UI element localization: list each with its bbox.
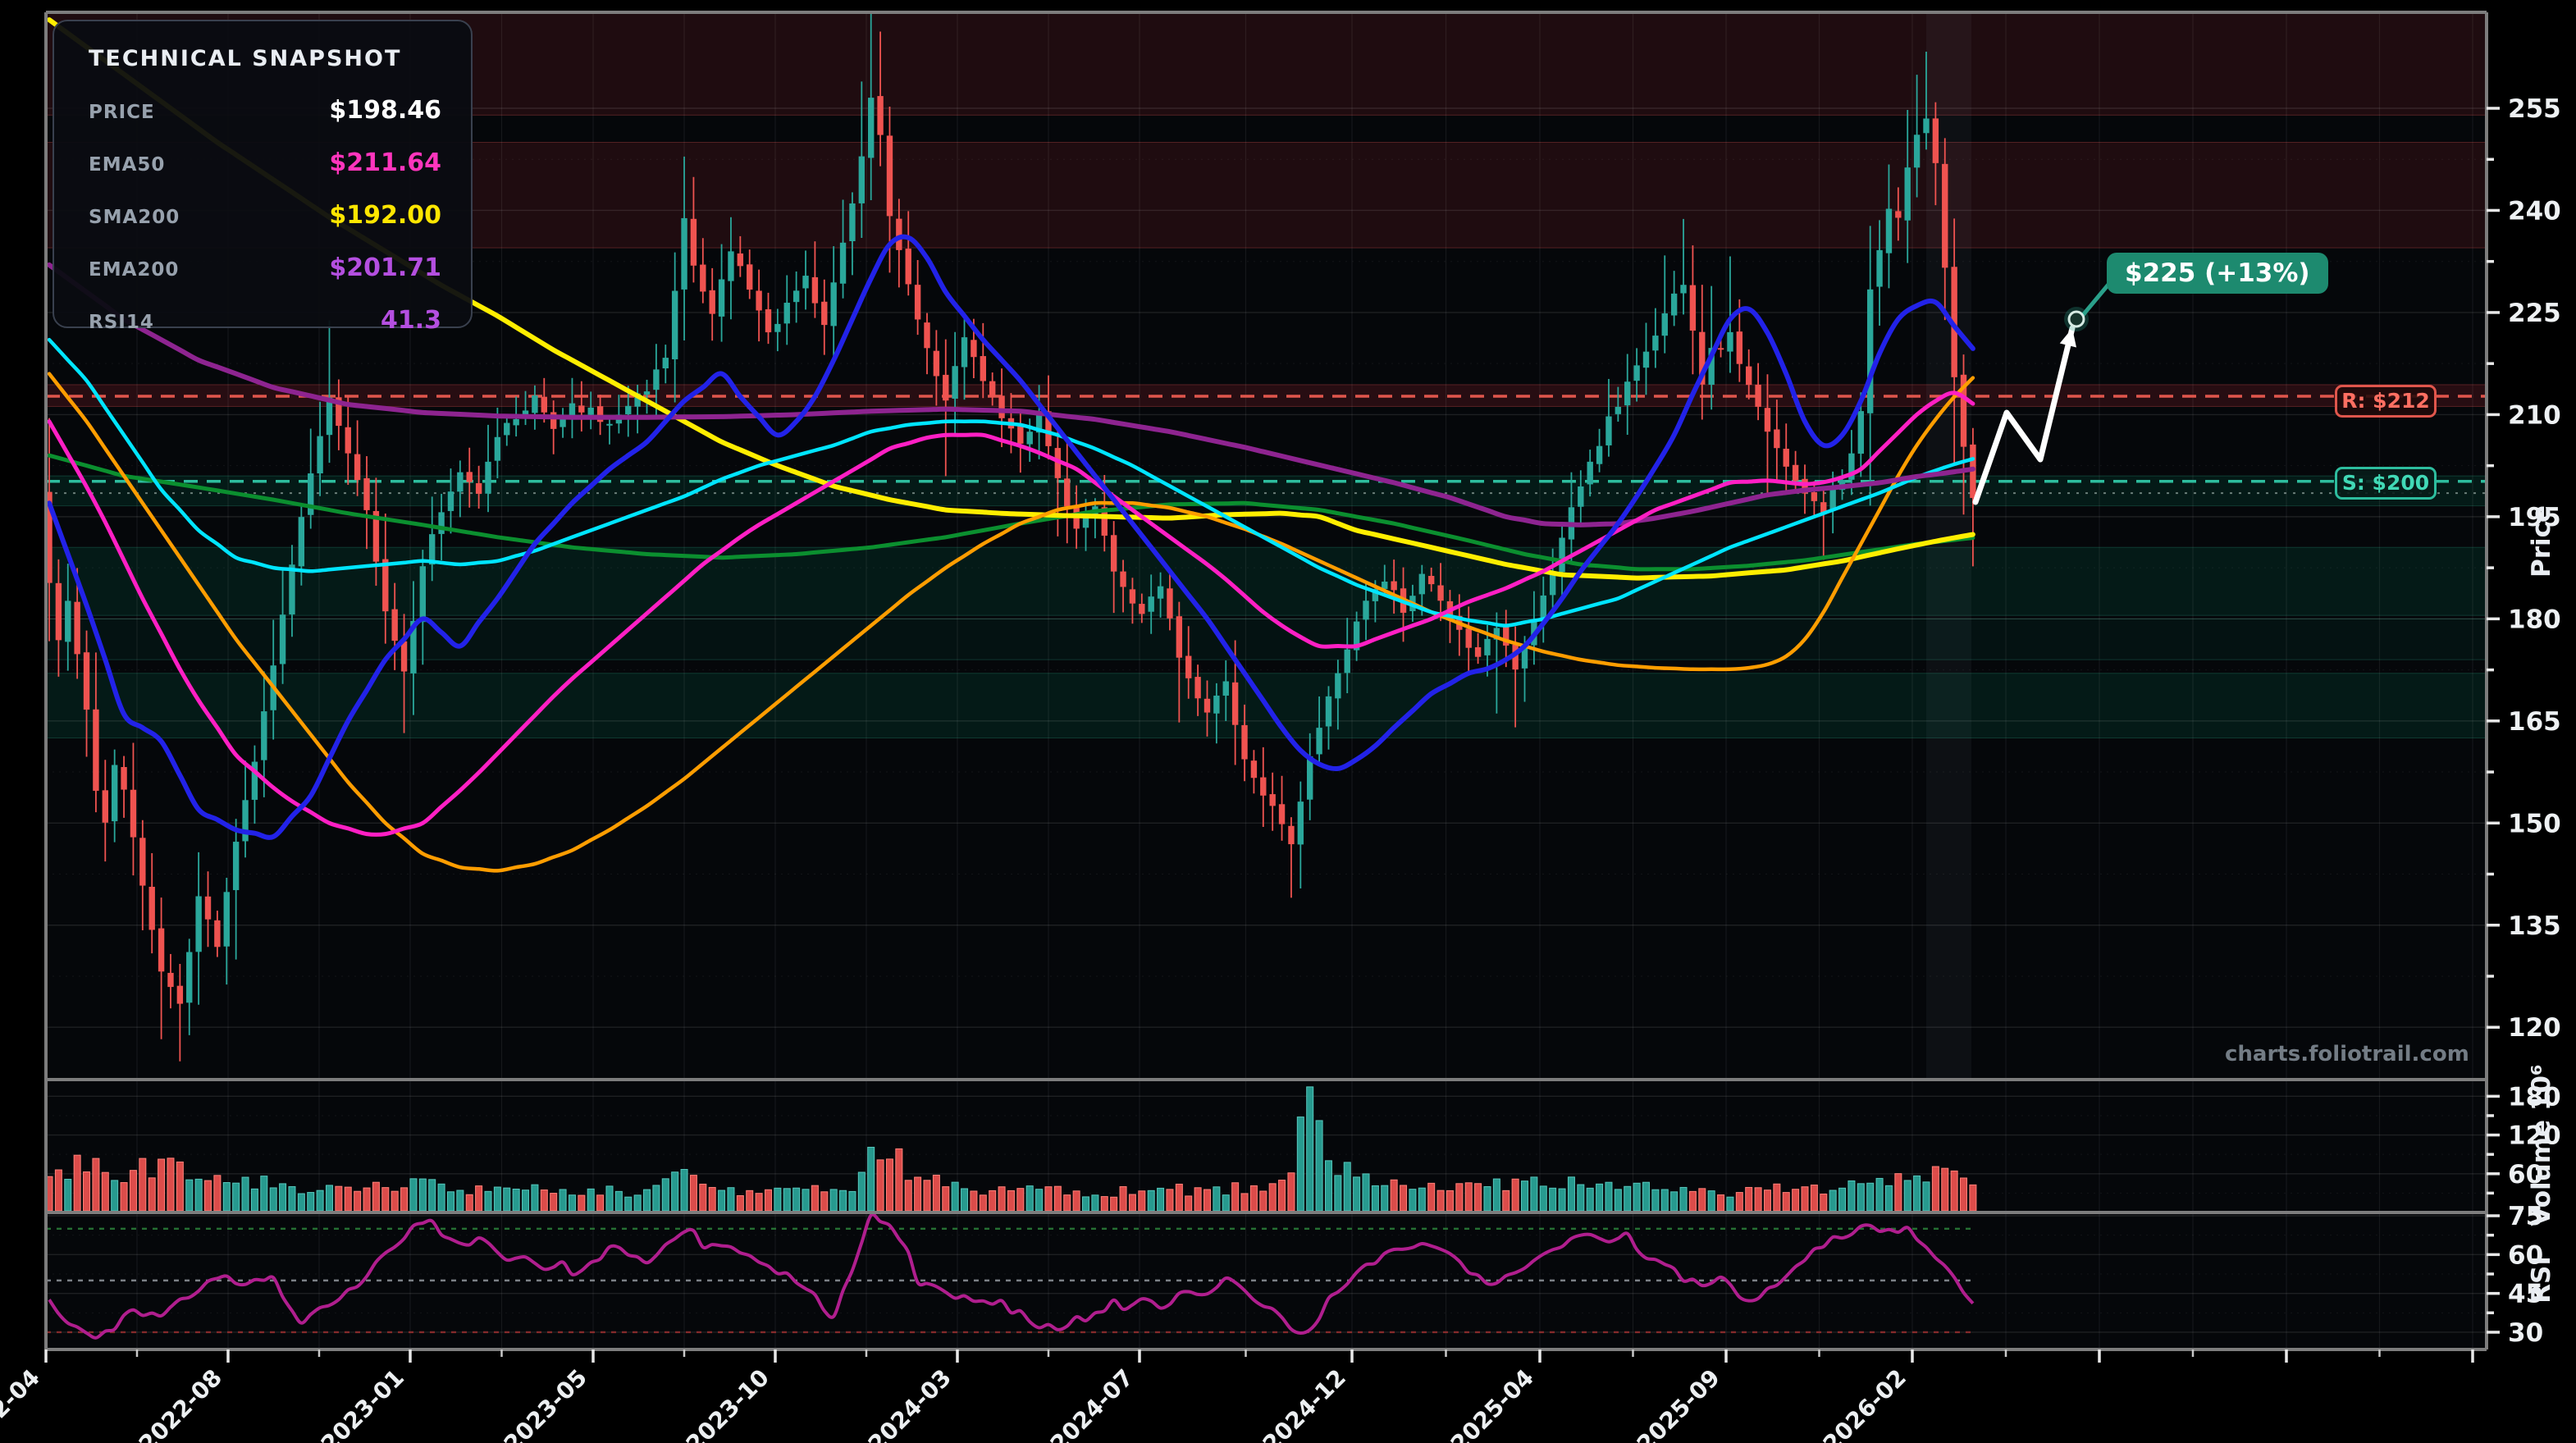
rsi-line [48,1212,1975,1340]
x-tick-label: 2023-01 [316,1364,409,1443]
rsi-tick-label: 45 [2508,1280,2543,1309]
snapshot-row-price: PRICE $198.46 [89,96,441,125]
projection-arrow [1972,325,2076,505]
x-tick-label: 2025-09 [1632,1364,1725,1443]
x-tick-label: 2023-10 [681,1364,774,1443]
snapshot-value: $192.00 [329,201,441,230]
forecast-highlight-band [1926,12,1971,1080]
snapshot-value: 41.3 [380,306,441,335]
rsi-tick-label: 60 [2508,1240,2543,1270]
snapshot-row-ema50: EMA50 $211.64 [89,148,441,177]
target-dot [2067,310,2085,328]
volume-axis-title: Volume 10⁶ [2527,1064,2556,1226]
x-tick-label: 2025-04 [1446,1364,1539,1443]
x-tick-label: 2024-07 [1045,1364,1139,1443]
snapshot-value: $201.71 [329,253,441,282]
ma-line-sma50 [47,337,1975,628]
price-panel [46,12,2487,1080]
price-axis-title: Price [2527,505,2556,578]
snapshot-label: EMA200 [89,259,180,281]
price-tick-label: 225 [2508,299,2561,328]
snapshot-label: SMA200 [89,207,180,228]
rsi-axis-title: RSI [2527,1256,2556,1304]
support-zone [46,546,2487,616]
snapshot-row-ema200: EMA200 $201.71 [89,253,441,282]
rsi-panel [46,1212,2487,1349]
snapshot-row-sma200: SMA200 $192.00 [89,201,441,230]
price-target-badge: $225 (+13%) [2107,253,2328,294]
rsi-tick-label: 75 [2508,1202,2543,1231]
rsi-tick-label: 30 [2508,1318,2543,1348]
price-tick-label: 180 [2508,605,2561,634]
candles-layer [46,13,1976,1062]
price-tick-label: 120 [2508,1013,2561,1043]
x-tick-label: 2023-05 [499,1364,592,1443]
snapshot-label: RSI14 [89,312,154,333]
snapshot-title: TECHNICAL SNAPSHOT [89,46,402,71]
snapshot-row-rsi14: RSI14 41.3 [89,306,441,335]
price-tick-label: 240 [2508,196,2561,226]
resistance-tag: R: $212 [2335,385,2437,418]
technical-snapshot-panel: TECHNICAL SNAPSHOT PRICE $198.46 EMA50 $211… [53,20,473,335]
snapshot-rows: PRICE $198.46 EMA50 $211.64 SMA200 $192.00 EMA… [89,96,441,335]
price-tick-label: 150 [2508,809,2561,838]
ma-line-ema100 [47,372,1975,873]
snapshot-value: $211.64 [329,148,441,177]
price-tick-label: 210 [2508,400,2561,430]
price-tick-label: 255 [2508,94,2561,124]
snapshot-label: EMA50 [89,154,166,176]
ma-line-sma20 [47,234,1975,840]
arrowhead [2059,328,2076,348]
price-tick-label: 165 [2508,707,2561,737]
x-tick-label: 2022-04 [0,1364,45,1443]
ma-line-ema50 [47,390,1975,837]
volume-tick-label: 120 [2508,1121,2561,1151]
ma-line-ema200 [47,262,1975,527]
volume-tick-label: 60 [2508,1160,2543,1190]
x-tick-label: 2024-03 [863,1364,957,1443]
support-zone [46,618,2487,660]
snapshot-label: PRICE [89,102,155,123]
volume-tick-label: 180 [2508,1082,2561,1112]
price-tick-label: 135 [2508,911,2561,941]
ma-line-sma100 [47,453,1975,572]
price-tick-label: 195 [2508,503,2561,532]
x-tick-label: 2026-02 [1818,1364,1911,1443]
x-tick-label: 2024-12 [1258,1364,1351,1443]
snapshot-value: $198.46 [329,96,441,125]
x-tick-label: 2022-08 [134,1364,227,1443]
support-tag: S: $200 [2335,467,2437,500]
watermark: charts.foliotrail.com [2225,1042,2469,1066]
